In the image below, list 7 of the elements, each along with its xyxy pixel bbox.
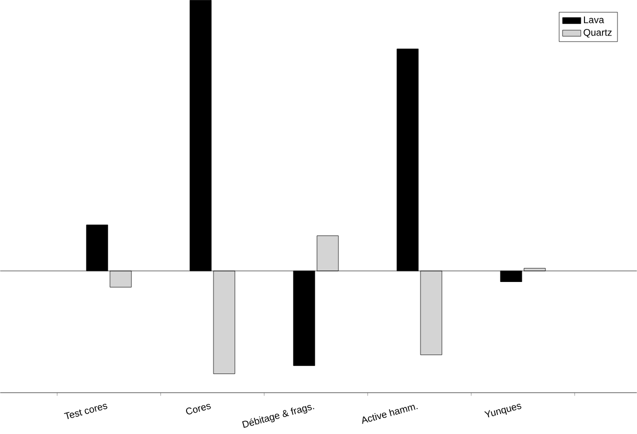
legend-label: Quartz: [584, 28, 612, 38]
x-tick-label: Yunques: [484, 404, 522, 418]
x-tick-label: Débitage & frags.: [242, 404, 314, 428]
legend-label: Lava: [584, 16, 604, 24]
x-tick-label: Test cores: [64, 404, 108, 419]
x-tick-label: Cores: [186, 404, 211, 414]
x-tick-label: Active hamm.: [362, 404, 418, 424]
